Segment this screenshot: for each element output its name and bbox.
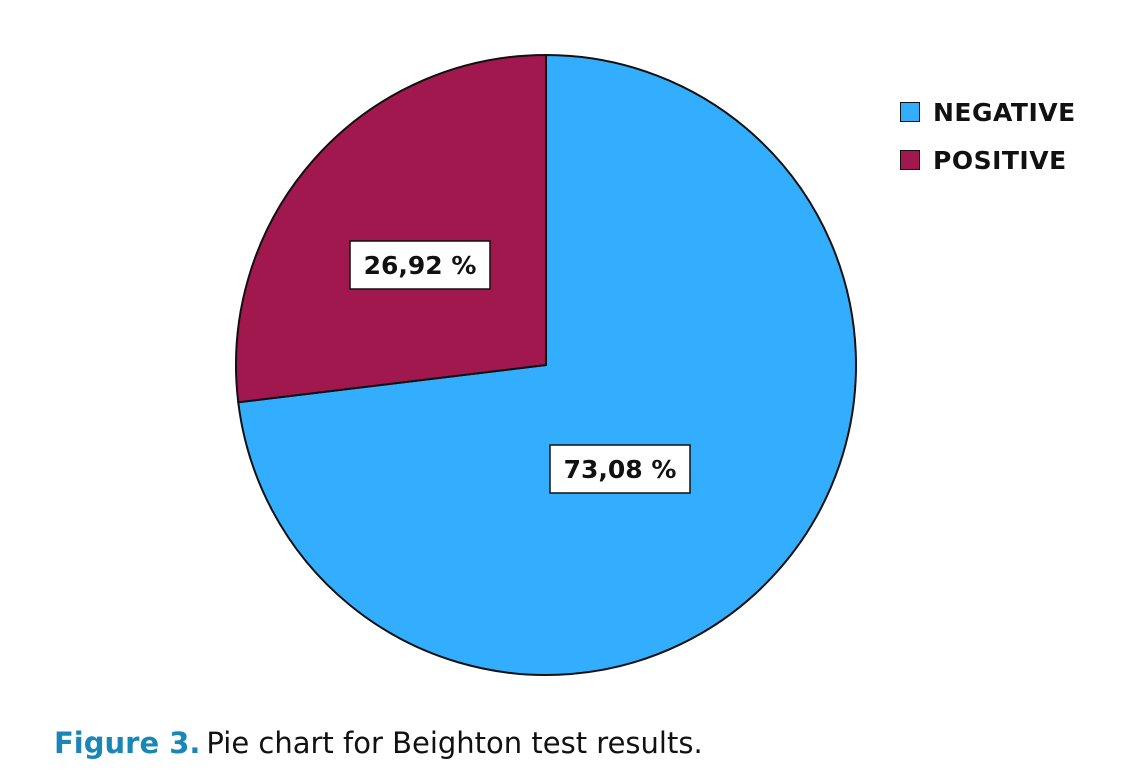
data-label-text: 26,92 % (364, 251, 477, 280)
data-label-box (349, 240, 491, 290)
legend-swatch-negative (900, 102, 920, 122)
figure-label: Figure 3. (54, 726, 201, 760)
data-label-text: 73,08 % (564, 455, 677, 484)
legend-item-negative: NEGATIVE (900, 88, 1076, 136)
legend-swatch-positive (900, 150, 920, 170)
legend-item-positive: POSITIVE (900, 136, 1076, 184)
figure-caption: Figure 3. Pie chart for Beighton test res… (54, 726, 703, 760)
pie-chart: 73,08 % 26,92 % (235, 53, 857, 676)
data-label-negative: 73,08 % (549, 444, 691, 494)
data-label-box (549, 444, 691, 494)
legend-label-negative: NEGATIVE (933, 97, 1076, 127)
data-label-positive: 26,92 % (349, 240, 491, 290)
pie-slice-negative (237, 53, 857, 676)
legend: NEGATIVE POSITIVE (900, 88, 1076, 184)
caption-text: Pie chart for Beighton test results. (206, 726, 703, 760)
pie-slice-positive (235, 53, 547, 404)
legend-label-positive: POSITIVE (933, 145, 1067, 175)
